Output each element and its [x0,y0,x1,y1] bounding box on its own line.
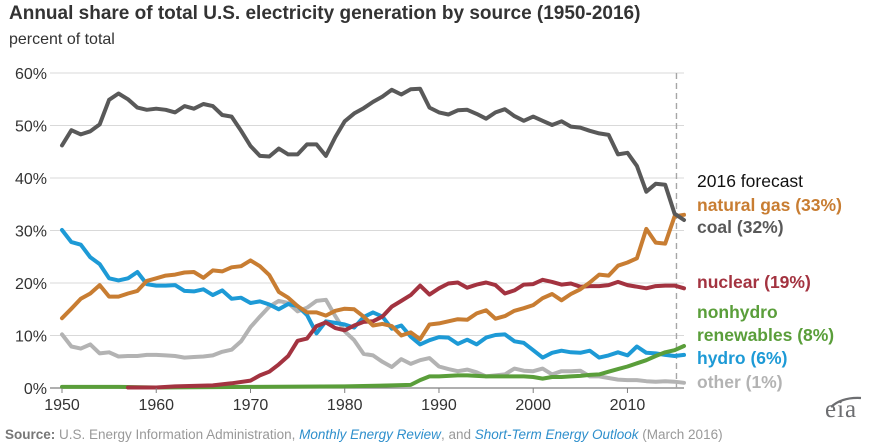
series-line-natural-gas [60,212,686,342]
series-label-other-1: other (1%) [697,372,783,392]
series-line-coal [60,86,686,222]
y-tick-label-60: 60% [15,66,47,83]
y-tick-label-0: 0% [24,381,47,398]
series-label-2016-forecast: 2016 forecast [697,171,803,191]
x-tick-label-1990: 1990 [421,397,457,414]
source-text-2: , and [440,427,475,442]
eia-logo-arc-icon [830,396,862,408]
series-line-nonhydro-renewables [60,344,686,390]
series-line-other [60,297,686,385]
x-tick-label-1960: 1960 [138,397,174,414]
x-tick-label-2010: 2010 [610,397,646,414]
series-label-hydro-6: hydro (6%) [697,348,787,368]
source-note: Source: U.S. Energy Information Administ… [5,427,723,442]
series-label-nuclear-19: nuclear (19%) [697,272,811,292]
series-end-labels: 2016 forecast natural gas (33%)coal (32%)… [697,171,842,392]
x-tick-label-2000: 2000 [515,397,551,414]
eia-logo: eia [825,396,858,423]
x-tick-label-1970: 1970 [233,397,269,414]
series-label-nonhydro: nonhydro [697,302,778,322]
y-tick-label-20: 20% [15,276,47,293]
y-axis-tick-labels: 0% 10% 20% 30% 40% 50% 60% [15,66,47,398]
series-label-coal-32: coal (32%) [697,217,784,237]
monthly-energy-review-link[interactable]: Monthly Energy Review [299,427,441,442]
x-tick-label-1950: 1950 [44,397,80,414]
chart-subtitle: percent of total [9,31,115,48]
x-axis-tick-labels: 1950 1960 1970 1980 1990 2000 2010 [44,388,645,414]
y-tick-label-10: 10% [15,329,47,346]
chart-title: Annual share of total U.S. electricity g… [9,3,641,24]
series-line-nuclear [126,277,686,390]
series-label-natural-gas-33: natural gas (33%) [697,195,842,215]
y-tick-label-40: 40% [15,171,47,188]
short-term-energy-outlook-link[interactable]: Short-Term Energy Outlook [474,427,639,442]
source-text-1: U.S. Energy Information Administration, [55,427,300,442]
y-tick-label-30: 30% [15,224,47,241]
gridlines [50,72,684,389]
source-text-3: (March 2016) [638,427,723,442]
series-lines [60,86,686,390]
series-line-hydro [60,228,686,360]
series-label-renewables-8: renewables (8%) [697,325,834,345]
y-tick-label-50: 50% [15,119,47,136]
x-tick-label-1980: 1980 [327,397,363,414]
source-prefix: Source: [5,427,56,442]
